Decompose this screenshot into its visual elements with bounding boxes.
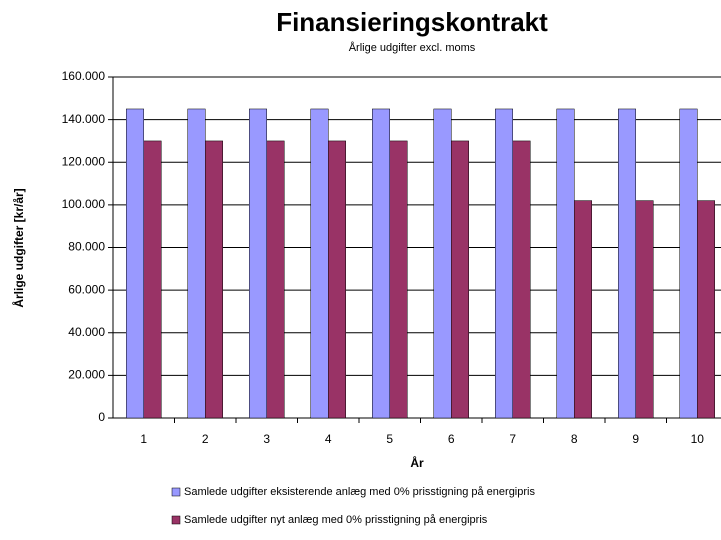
x-tick-label: 4 [325,432,332,446]
y-axis-label: Årlige udgifter [kr/år] [11,188,26,307]
x-tick-label: 7 [509,432,516,446]
legend-label: Samlede udgifter nyt anlæg med 0% prisst… [184,514,488,526]
bar [205,140,223,419]
bar [635,200,654,419]
chart-title: Finansieringskontrakt [276,7,548,37]
bar [679,108,698,419]
bar [187,108,206,419]
y-tick-label: 80.000 [68,240,105,254]
bar [618,108,636,419]
x-tick-label: 10 [691,432,705,446]
x-tick-label: 2 [202,432,209,446]
bar [433,108,452,419]
y-tick-label: 100.000 [62,197,106,211]
x-axis-label: År [410,455,424,470]
bar [143,140,162,419]
bar [389,140,408,419]
bar [697,200,715,419]
x-tick-label: 3 [263,432,270,446]
bar [310,108,329,419]
x-tick-label: 6 [448,432,455,446]
bar [495,108,513,419]
y-tick-label: 160.000 [62,69,106,83]
y-tick-label: 120.000 [62,154,106,168]
y-tick-label: 20.000 [68,368,105,382]
x-tick-label: 1 [140,432,147,446]
bar [451,140,469,419]
bar [249,108,267,419]
legend-swatch [171,515,181,525]
x-tick-label: 9 [632,432,639,446]
x-tick-label: 5 [386,432,393,446]
bar [328,140,346,419]
y-tick-label: 40.000 [68,325,105,339]
chart-subtitle: Årlige udgifter excl. moms [349,41,476,54]
bar [266,140,285,419]
y-tick-label: 60.000 [68,282,105,296]
legend-label: Samlede udgifter eksisterende anlæg med … [184,486,535,498]
bar [126,108,144,419]
y-tick-label: 0 [98,410,105,424]
y-tick-label: 140.000 [62,112,106,126]
bar [512,140,531,419]
bar [574,200,592,419]
bar [372,108,390,419]
legend-swatch [171,487,181,497]
bar [556,108,575,419]
x-tick-label: 8 [571,432,578,446]
